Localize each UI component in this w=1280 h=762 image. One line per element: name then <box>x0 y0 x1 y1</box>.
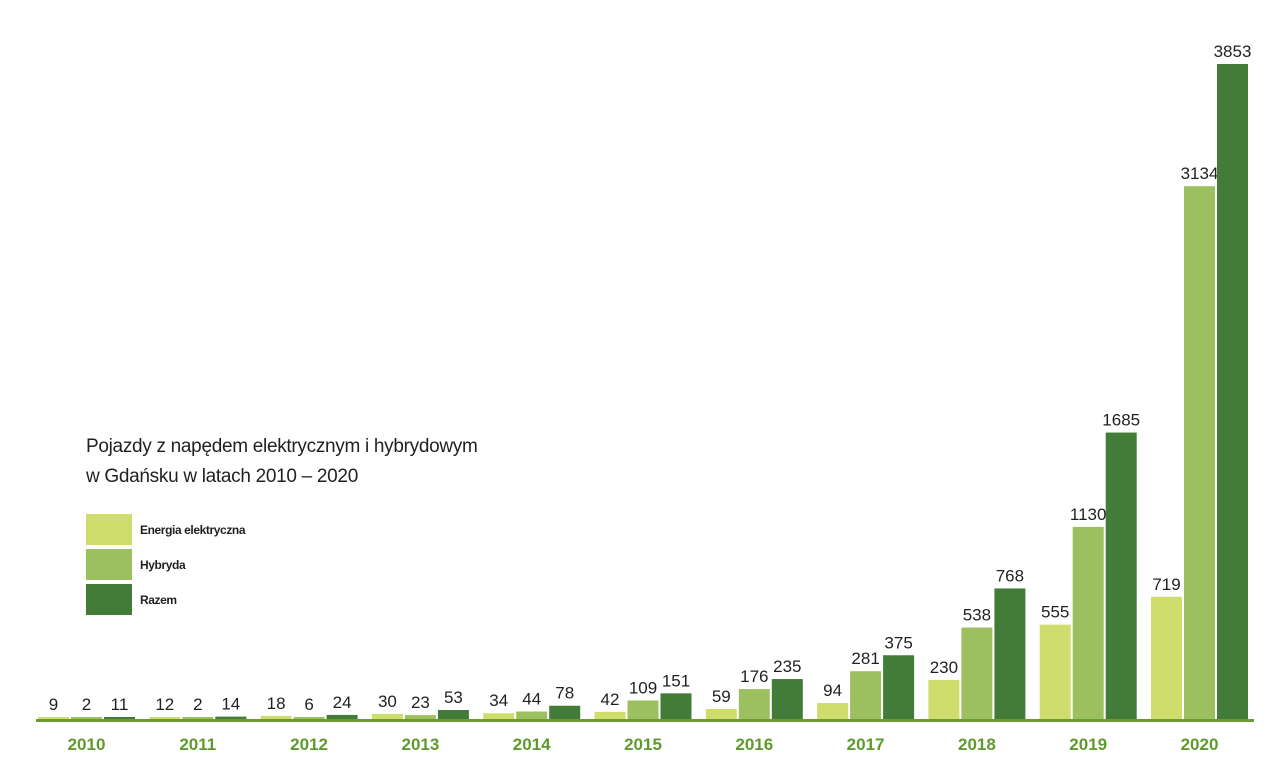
bar-hybryda-2016 <box>738 689 770 719</box>
bar-razem-2016 <box>771 679 803 719</box>
data-label-hybryda-2014: 44 <box>522 690 541 709</box>
x-tick-label-2018: 2018 <box>958 735 996 754</box>
x-tick-label-2019: 2019 <box>1069 735 1107 754</box>
bar-hybryda-2011 <box>182 717 214 719</box>
x-tick-label-2014: 2014 <box>513 735 551 754</box>
bar-energia-2010 <box>38 717 69 719</box>
data-label-energia-2017: 94 <box>823 681 842 700</box>
x-tick-label-2016: 2016 <box>735 735 773 754</box>
bar-razem-2015 <box>660 693 692 719</box>
bar-hybryda-2013 <box>404 715 436 719</box>
data-label-energia-2019: 555 <box>1041 603 1069 622</box>
bar-razem-2017 <box>883 655 915 719</box>
bar-energia-2020 <box>1151 596 1182 719</box>
data-label-hybryda-2020: 3134 <box>1181 164 1219 183</box>
bar-hybryda-2010 <box>71 717 102 719</box>
legend: Energia elektryczna Hybryda Razem <box>86 512 246 617</box>
data-label-hybryda-2010: 2 <box>82 695 91 714</box>
bar-razem-2019 <box>1105 432 1137 719</box>
data-label-energia-2020: 719 <box>1152 575 1180 594</box>
bar-energia-2011 <box>149 716 181 719</box>
bar-energia-2013 <box>371 713 403 719</box>
bar-hybryda-2017 <box>850 671 882 719</box>
bar-energia-2019 <box>1039 624 1071 719</box>
legend-item-energia: Energia elektryczna <box>86 512 246 547</box>
data-label-energia-2015: 42 <box>601 690 620 709</box>
bar-hybryda-2015 <box>627 700 659 719</box>
bar-energia-2016 <box>705 708 737 719</box>
bar-razem-2010 <box>104 717 135 719</box>
bar-hybryda-2014 <box>516 711 548 719</box>
data-label-hybryda-2019: 1130 <box>1070 505 1107 524</box>
data-label-razem-2013: 53 <box>444 688 463 707</box>
data-label-hybryda-2012: 6 <box>304 695 313 714</box>
data-label-energia-2011: 12 <box>155 695 174 714</box>
data-label-hybryda-2011: 2 <box>193 695 202 714</box>
data-label-razem-2019: 1685 <box>1102 411 1140 430</box>
bar-razem-2018 <box>994 588 1026 719</box>
data-label-hybryda-2018: 538 <box>963 606 991 625</box>
data-label-razem-2015: 151 <box>662 671 690 690</box>
data-label-razem-2016: 235 <box>773 657 801 676</box>
bar-hybryda-2019 <box>1072 526 1104 719</box>
data-label-energia-2016: 59 <box>712 687 731 706</box>
data-label-razem-2010: 11 <box>111 695 129 714</box>
data-label-hybryda-2013: 23 <box>411 693 430 712</box>
data-label-razem-2017: 375 <box>884 633 912 652</box>
bar-razem-2012 <box>326 714 358 719</box>
bar-energia-2018 <box>928 679 960 719</box>
bar-hybryda-2012 <box>293 717 325 719</box>
data-label-energia-2012: 18 <box>267 694 286 713</box>
bar-hybryda-2020 <box>1184 186 1215 719</box>
legend-label-energia: Energia elektryczna <box>140 522 246 537</box>
legend-item-hybryda: Hybryda <box>86 547 245 582</box>
data-label-razem-2020: 3853 <box>1214 42 1252 61</box>
chart-title-block: Pojazdy z napędem elektrycznym i hybrydo… <box>86 432 478 492</box>
legend-item-razem: Razem <box>86 582 245 617</box>
bar-energia-2017 <box>817 703 849 719</box>
x-tick-label-2011: 2011 <box>179 735 216 754</box>
x-axis-line <box>36 719 1254 722</box>
x-tick-label-2012: 2012 <box>290 735 328 754</box>
legend-swatch-razem <box>86 584 132 615</box>
x-tick-label-2017: 2017 <box>847 735 885 754</box>
data-label-energia-2014: 34 <box>489 691 508 710</box>
bar-hybryda-2018 <box>961 627 993 719</box>
data-label-energia-2013: 30 <box>378 692 397 711</box>
x-tick-label-2010: 2010 <box>68 735 106 754</box>
legend-label-hybryda: Hybryda <box>140 557 186 572</box>
data-label-razem-2018: 768 <box>996 566 1024 585</box>
data-label-hybryda-2017: 281 <box>851 649 879 668</box>
bar-razem-2011 <box>215 716 247 719</box>
data-label-razem-2012: 24 <box>333 693 352 712</box>
data-label-energia-2018: 230 <box>930 658 958 677</box>
chart-title: Pojazdy z napędem elektrycznym i hybrydo… <box>86 436 478 457</box>
bar-razem-2020 <box>1217 64 1248 719</box>
bar-razem-2013 <box>437 709 469 719</box>
data-label-energia-2010: 9 <box>49 695 58 714</box>
bar-energia-2012 <box>260 715 292 719</box>
legend-swatch-energia <box>86 514 132 545</box>
bar-energia-2014 <box>483 713 515 719</box>
data-label-hybryda-2016: 176 <box>740 667 768 686</box>
data-label-razem-2014: 78 <box>555 684 574 703</box>
x-tick-label-2013: 2013 <box>401 735 439 754</box>
x-tick-label-2015: 2015 <box>624 735 662 754</box>
data-label-hybryda-2015: 109 <box>629 678 657 697</box>
bar-razem-2014 <box>549 705 581 719</box>
legend-swatch-hybryda <box>86 549 132 580</box>
chart-subtitle: w Gdańsku w latach 2010 – 2020 <box>86 466 358 487</box>
x-tick-label-2020: 2020 <box>1181 735 1219 754</box>
data-label-razem-2011: 14 <box>221 695 240 714</box>
legend-label-razem: Razem <box>140 592 177 607</box>
bar-energia-2015 <box>594 711 626 719</box>
